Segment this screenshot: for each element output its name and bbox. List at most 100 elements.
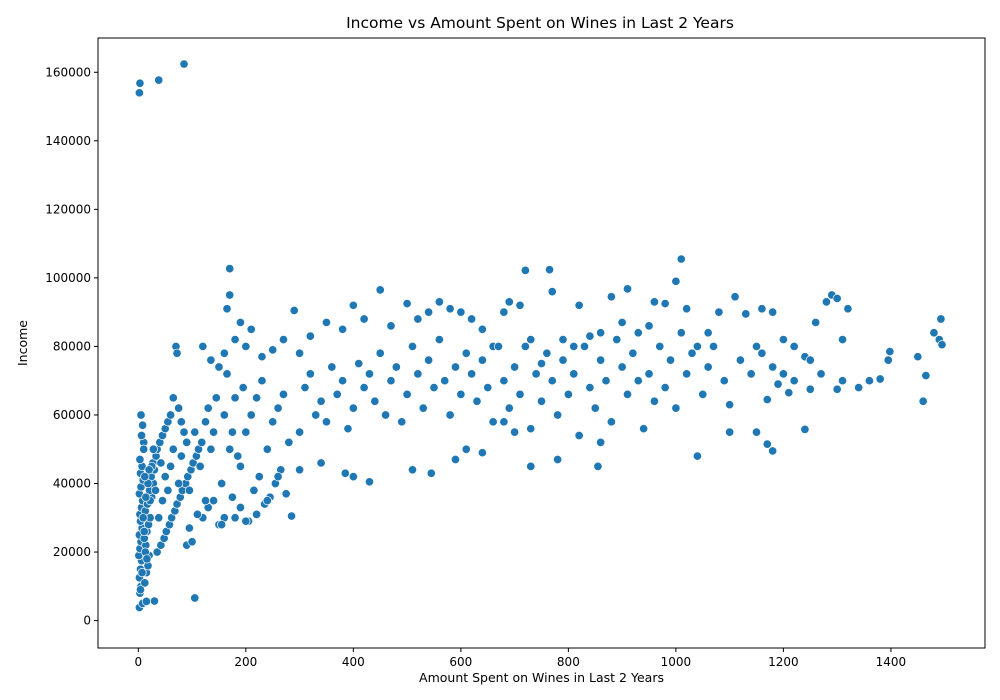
scatter-point bbox=[225, 290, 235, 300]
scatter-point bbox=[142, 554, 152, 564]
scatter-point bbox=[252, 393, 262, 403]
scatter-point bbox=[843, 304, 853, 314]
scatter-point bbox=[456, 307, 466, 317]
scatter-point bbox=[235, 317, 246, 327]
scatter-point bbox=[649, 297, 659, 307]
scatter-point bbox=[671, 276, 681, 286]
scatter-point bbox=[805, 384, 815, 394]
scatter-point bbox=[195, 461, 205, 471]
scatter-point bbox=[257, 376, 267, 386]
scatter-point bbox=[515, 300, 525, 310]
scatter-point bbox=[413, 369, 423, 379]
x-tick-label: 200 bbox=[234, 655, 257, 669]
scatter-point bbox=[154, 513, 164, 523]
scatter-point bbox=[553, 410, 563, 420]
scatter-point bbox=[241, 341, 251, 351]
y-tick-label: 140000 bbox=[45, 134, 91, 148]
scatter-point bbox=[762, 394, 772, 405]
scatter-point bbox=[235, 461, 246, 471]
scatter-point bbox=[477, 448, 487, 458]
scatter-point bbox=[284, 437, 294, 447]
scatter-point bbox=[182, 437, 192, 447]
scatter-point bbox=[139, 444, 149, 454]
scatter-point bbox=[402, 389, 412, 399]
scatter-point bbox=[214, 362, 224, 372]
scatter-point bbox=[687, 348, 697, 358]
scatter-point bbox=[179, 59, 189, 69]
scatter-point bbox=[628, 348, 638, 358]
scatter-point bbox=[692, 451, 702, 461]
scatter-point bbox=[225, 444, 235, 454]
scatter-point bbox=[140, 578, 150, 588]
scatter-point bbox=[531, 369, 541, 379]
y-tick-label: 60000 bbox=[53, 408, 91, 422]
data-points bbox=[134, 59, 947, 613]
scatter-point bbox=[222, 369, 232, 379]
scatter-point bbox=[252, 509, 262, 519]
scatter-point bbox=[639, 424, 649, 434]
scatter-point bbox=[241, 427, 251, 437]
scatter-point bbox=[152, 547, 162, 557]
scatter-point bbox=[606, 417, 616, 427]
scatter-point bbox=[633, 328, 643, 338]
scatter-point bbox=[222, 304, 232, 314]
scatter-point bbox=[135, 78, 145, 88]
scatter-point bbox=[526, 424, 536, 434]
scatter-point bbox=[445, 304, 455, 314]
scatter-point bbox=[156, 458, 166, 468]
y-tick-label: 100000 bbox=[45, 271, 91, 285]
scatter-point bbox=[359, 383, 369, 393]
scatter-point bbox=[832, 293, 842, 303]
scatter-point bbox=[574, 430, 584, 441]
scatter-point bbox=[426, 468, 436, 478]
scatter-point bbox=[585, 331, 595, 341]
scatter-point bbox=[230, 335, 240, 345]
scatter-point bbox=[488, 417, 498, 427]
scatter-point bbox=[278, 389, 289, 399]
scatter-point bbox=[209, 427, 219, 437]
scatter-point bbox=[168, 444, 178, 454]
scatter-point bbox=[225, 264, 235, 274]
y-tick-label: 0 bbox=[83, 614, 91, 628]
scatter-point bbox=[391, 362, 401, 372]
scatter-point bbox=[644, 369, 654, 379]
scatter-point bbox=[241, 516, 251, 526]
scatter-point bbox=[338, 376, 348, 386]
scatter-point bbox=[246, 410, 256, 420]
scatter-point bbox=[633, 376, 643, 386]
scatter-point bbox=[477, 355, 487, 365]
scatter-point bbox=[660, 299, 670, 309]
scatter-point bbox=[172, 348, 182, 358]
scatter-point bbox=[676, 254, 686, 264]
scatter-point bbox=[316, 458, 326, 468]
scatter-point bbox=[545, 265, 555, 275]
scatter-point bbox=[197, 437, 207, 447]
scatter-point bbox=[209, 496, 219, 506]
scatter-point bbox=[601, 376, 611, 386]
scatter-point bbox=[708, 341, 719, 351]
scatter-point bbox=[273, 403, 283, 413]
scatter-point bbox=[811, 317, 821, 327]
scatter-point bbox=[676, 328, 686, 338]
scatter-point bbox=[206, 444, 216, 454]
scatter-point bbox=[203, 403, 213, 413]
scatter-point bbox=[671, 403, 681, 413]
scatter-point bbox=[397, 417, 407, 427]
scatter-point bbox=[233, 451, 243, 461]
scatter-point bbox=[805, 355, 815, 365]
scatter-point bbox=[219, 410, 229, 420]
scatter-point bbox=[157, 496, 168, 506]
scatter-point bbox=[547, 287, 557, 297]
scatter-point bbox=[746, 369, 756, 379]
y-tick-label: 160000 bbox=[45, 65, 91, 79]
scatter-point bbox=[510, 427, 520, 437]
scatter-point bbox=[921, 371, 931, 381]
scatter-point bbox=[778, 335, 788, 345]
scatter-point bbox=[757, 348, 767, 358]
y-axis-label: Income bbox=[15, 320, 30, 366]
scatter-point bbox=[375, 285, 385, 295]
x-tick-label: 1200 bbox=[768, 655, 799, 669]
scatter-point bbox=[821, 297, 831, 307]
x-tick-label: 800 bbox=[557, 655, 580, 669]
